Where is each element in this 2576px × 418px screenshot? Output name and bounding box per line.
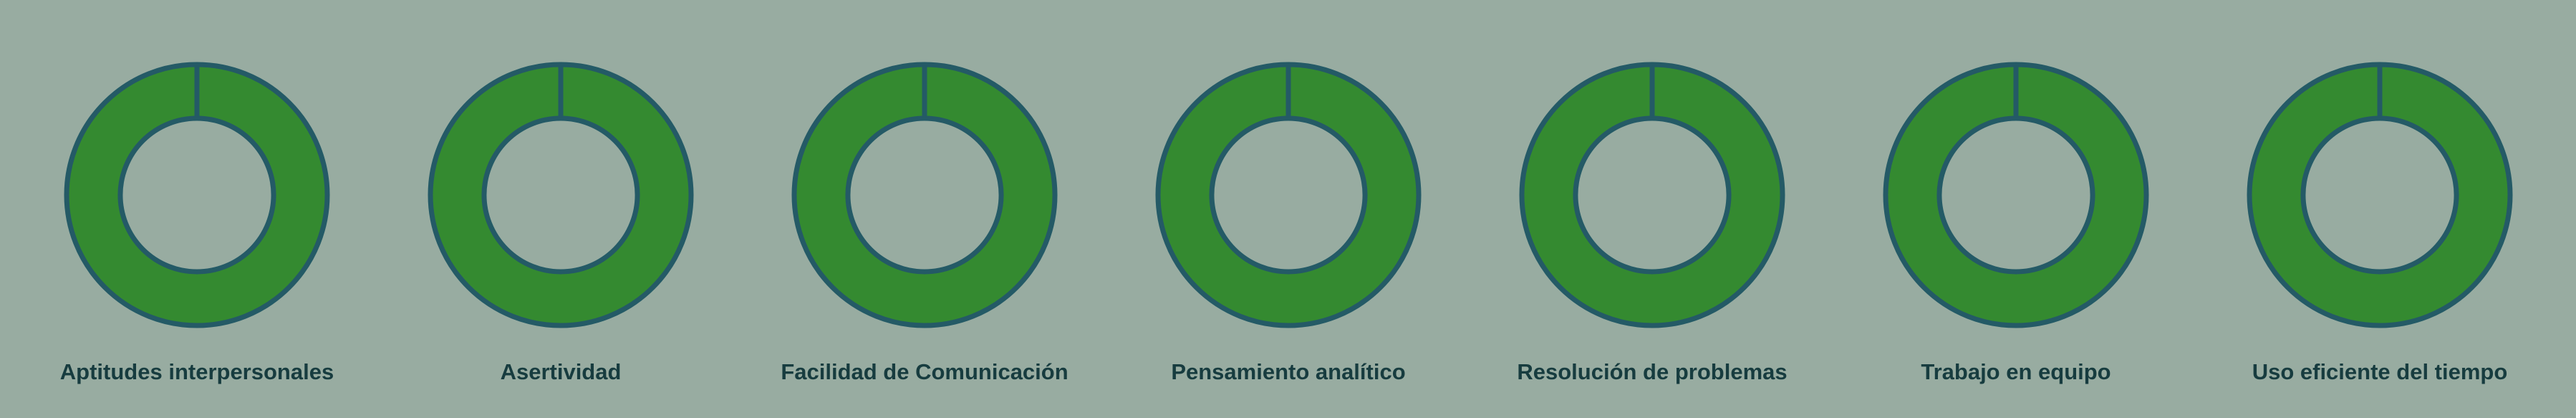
donut-slice <box>2247 62 2513 328</box>
donut-svg <box>1155 62 1422 328</box>
donut-svg <box>2247 62 2513 328</box>
donut-label: Aptitudes interpersonales <box>59 359 334 384</box>
donut-chart: Resolución de problemas <box>1470 0 1834 418</box>
donut-slice <box>64 62 330 328</box>
donut-chart: Aptitudes interpersonales <box>15 0 379 418</box>
donut-slice <box>428 62 694 328</box>
donut-svg <box>1519 62 1785 328</box>
donut-svg <box>791 62 1058 328</box>
donut-label: Resolución de problemas <box>1517 359 1788 384</box>
donut-label: Pensamiento analítico <box>1171 359 1406 384</box>
donut-slice <box>791 62 1058 328</box>
donut-label: Uso eficiente del tiempo <box>2252 359 2508 384</box>
donut-svg <box>428 62 694 328</box>
donut-svg <box>64 62 330 328</box>
donut-slice <box>1155 62 1422 328</box>
donut-chart: Uso eficiente del tiempo <box>2198 0 2562 418</box>
donut-chart: Trabajo en equipo <box>1834 0 2198 418</box>
donut-svg <box>1883 62 2149 328</box>
donut-label: Trabajo en equipo <box>1921 359 2111 384</box>
donut-label: Asertividad <box>500 359 622 384</box>
donut-chart: Facilidad de Comunicación <box>743 0 1106 418</box>
donut-label: Facilidad de Comunicación <box>781 359 1068 384</box>
donut-slice <box>1519 62 1785 328</box>
donut-chart: Pensamiento analítico <box>1106 0 1470 418</box>
donut-slice <box>1883 62 2149 328</box>
donut-chart: Asertividad <box>379 0 743 418</box>
